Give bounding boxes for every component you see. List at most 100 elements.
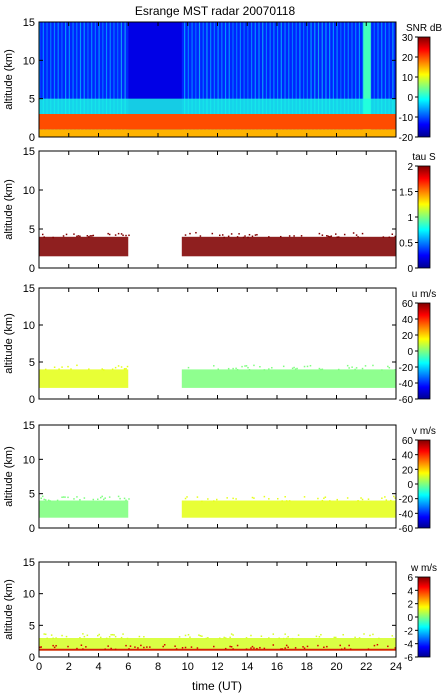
data-speckle: [268, 498, 270, 500]
colorbar: [417, 439, 431, 529]
data-speckle: [235, 367, 237, 370]
colorbar-tick-label: 20: [402, 53, 414, 64]
data-speckle: [382, 236, 385, 238]
data-speckle: [62, 235, 65, 237]
data-speckle: [306, 365, 309, 368]
snr-stripe: [87, 22, 89, 137]
data-speckle: [303, 365, 306, 368]
data-speckle: [256, 647, 258, 650]
snr-stripe: [351, 22, 353, 137]
panel-4: 0 5 10 15 altitude (km) v m/s60 40 20 0 -20 -40 -60: [3, 420, 436, 535]
data-speckle: [285, 637, 288, 640]
data-speckle: [326, 645, 328, 648]
data-speckle: [224, 637, 227, 639]
data-speckle: [232, 367, 234, 370]
data-speckle: [364, 365, 367, 367]
data-speckle: [108, 636, 111, 638]
panel-3: 0 5 10 15 altitude (km) u m/s60 40 20 0 -20 -40 -60: [3, 283, 436, 406]
data-speckle: [104, 497, 106, 499]
data-speckle: [97, 498, 99, 501]
data-speckle: [49, 500, 51, 502]
data-speckle: [393, 495, 395, 498]
data-speckle: [101, 368, 103, 370]
data-speckle: [88, 368, 90, 370]
data-speckle: [235, 498, 237, 500]
data-speckle: [125, 644, 127, 647]
data-speckle: [44, 633, 47, 636]
x-tick-label: 6: [125, 661, 131, 673]
x-tick-label: 22: [360, 661, 372, 673]
data-speckle: [285, 500, 288, 502]
plot-area-5: [39, 633, 396, 651]
data-speckle: [201, 635, 203, 637]
data-speckle: [140, 644, 142, 647]
x-tick-label: 20: [330, 661, 342, 673]
y-tick-label: 15: [23, 146, 35, 158]
snr-stripe: [94, 22, 96, 137]
snr-stripe: [236, 22, 238, 137]
data-speckle: [336, 236, 338, 238]
data-speckle: [242, 236, 245, 239]
data-speckle: [317, 497, 319, 500]
data-speckle: [297, 634, 300, 636]
data-speckle: [300, 235, 303, 237]
data-segment: [181, 500, 396, 518]
data-speckle: [43, 236, 45, 238]
data-speckle: [229, 645, 231, 648]
snr-stripe: [373, 22, 375, 137]
snr-stripe: [273, 22, 275, 137]
data-speckle: [102, 498, 105, 501]
data-speckle: [76, 364, 78, 367]
data-speckle: [315, 635, 318, 638]
y-axis-label: altitude (km): [3, 446, 15, 507]
snr-stripe: [295, 22, 297, 137]
data-speckle: [175, 648, 178, 650]
colorbar-label: SNR dB: [406, 23, 442, 34]
data-speckle: [178, 636, 181, 638]
snr-stripe: [321, 22, 323, 137]
colorbar-label: w m/s: [410, 563, 437, 574]
data-speckle: [117, 495, 120, 498]
data-speckle: [354, 368, 356, 371]
data-speckle: [196, 647, 199, 649]
data-speckle: [52, 236, 54, 239]
data-speckle: [211, 232, 214, 235]
data-speckle: [199, 635, 202, 637]
data-speckle: [65, 635, 68, 638]
data-speckle: [82, 633, 84, 635]
data-speckle: [346, 364, 349, 367]
data-speckle: [76, 496, 78, 498]
snr-stripe: [210, 22, 212, 137]
data-speckle: [376, 643, 379, 646]
y-tick-label: 15: [23, 557, 35, 569]
data-speckle: [76, 235, 78, 238]
data-speckle: [330, 235, 333, 237]
colorbar-tick-label: 60: [402, 299, 414, 310]
data-speckle: [317, 644, 319, 647]
data-speckle: [218, 234, 221, 237]
data-speckle: [388, 236, 391, 239]
y-tick-label: 5: [29, 224, 35, 236]
data-speckle: [251, 496, 254, 499]
data-speckle: [346, 497, 349, 499]
data-speckle: [236, 368, 239, 371]
data-speckle: [282, 365, 285, 368]
data-segment: [181, 236, 396, 257]
data-speckle: [120, 233, 123, 235]
data-speckle: [205, 637, 208, 640]
y-axis-label: altitude (km): [3, 49, 15, 110]
data-speckle: [196, 496, 199, 498]
data-speckle: [43, 498, 45, 501]
data-speckle: [184, 646, 187, 649]
colorbar: [417, 576, 431, 658]
data-speckle: [187, 366, 190, 369]
data-speckle: [199, 235, 202, 237]
data-speckle: [218, 637, 221, 639]
data-speckle: [281, 500, 283, 502]
data-speckle: [294, 368, 297, 370]
snr-stripe: [284, 22, 286, 137]
snr-stripe: [343, 22, 346, 137]
data-speckle: [134, 646, 136, 648]
colorbar-tick-label: 40: [402, 315, 414, 326]
data-speckle: [302, 646, 304, 648]
